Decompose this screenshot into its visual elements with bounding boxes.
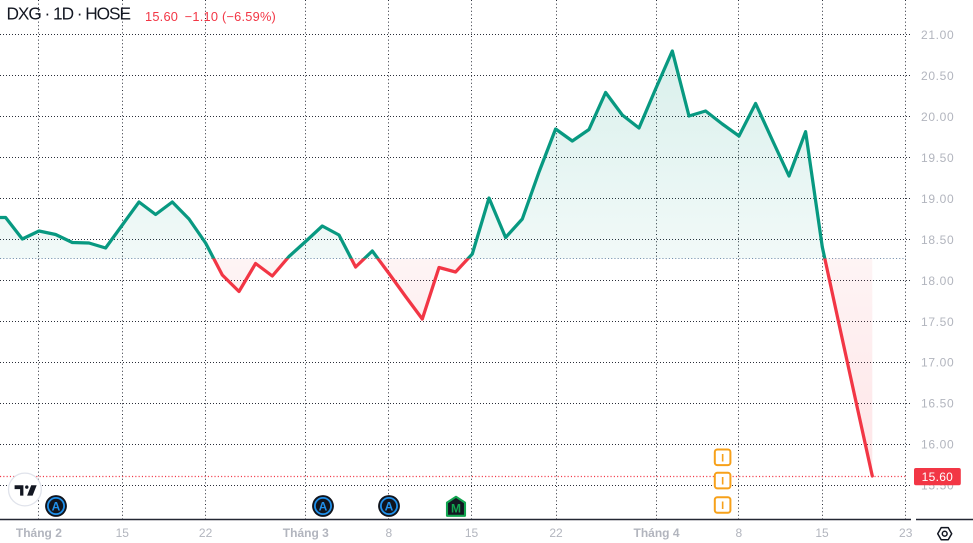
svg-text:8: 8 xyxy=(385,526,392,540)
svg-text:15.60 −1.10 (−6.59%): 15.60 −1.10 (−6.59%) xyxy=(145,9,276,24)
svg-text:Tháng 4: Tháng 4 xyxy=(633,526,679,540)
svg-text:16.00: 16.00 xyxy=(921,438,954,452)
svg-text:A: A xyxy=(319,499,328,513)
svg-text:15.60: 15.60 xyxy=(922,470,954,484)
svg-text:17.50: 17.50 xyxy=(921,315,954,329)
svg-text:15: 15 xyxy=(116,526,130,540)
svg-text:16.50: 16.50 xyxy=(921,397,954,411)
svg-text:A: A xyxy=(52,499,61,513)
svg-text:22: 22 xyxy=(549,526,563,540)
svg-text:Tháng 3: Tháng 3 xyxy=(283,526,329,540)
svg-text:15: 15 xyxy=(815,526,829,540)
svg-text:18.50: 18.50 xyxy=(921,233,954,247)
svg-text:22: 22 xyxy=(199,526,213,540)
svg-text:I: I xyxy=(721,452,724,464)
svg-text:15: 15 xyxy=(465,526,479,540)
svg-text:I: I xyxy=(721,500,724,512)
svg-text:19.00: 19.00 xyxy=(921,192,954,206)
svg-text:18.00: 18.00 xyxy=(921,274,954,288)
svg-text:21.00: 21.00 xyxy=(921,28,954,42)
svg-text:20.00: 20.00 xyxy=(921,110,954,124)
svg-text:8: 8 xyxy=(735,526,742,540)
svg-text:Tháng 2: Tháng 2 xyxy=(16,526,62,540)
svg-text:20.50: 20.50 xyxy=(921,69,954,83)
svg-text:19.50: 19.50 xyxy=(921,151,954,165)
svg-text:M: M xyxy=(451,501,461,515)
svg-text:23: 23 xyxy=(899,526,913,540)
svg-text:I: I xyxy=(721,476,724,488)
svg-text:DXG · 1D · HOSE: DXG · 1D · HOSE xyxy=(7,4,131,24)
svg-text:A: A xyxy=(385,499,394,513)
svg-text:17.00: 17.00 xyxy=(921,356,954,370)
